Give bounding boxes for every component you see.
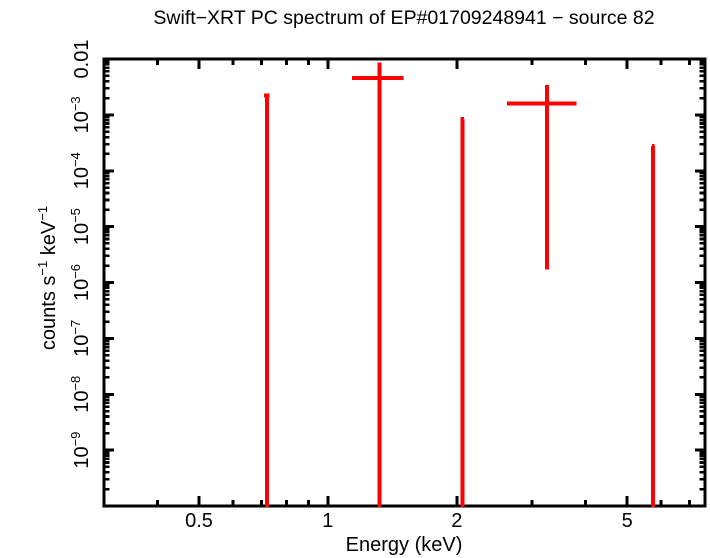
y-tick-label: 0.01	[71, 40, 93, 79]
chart-title: Swift−XRT PC spectrum of EP#01709248941 …	[153, 7, 654, 29]
x-tick-label: 2	[451, 510, 462, 532]
y-tick-label: 10−4	[68, 152, 93, 189]
y-tick-label: 10−3	[68, 96, 93, 133]
x-axis-label: Energy (keV)	[346, 534, 463, 556]
x-tick-label: 1	[322, 510, 333, 532]
plot-frame	[102, 57, 707, 508]
y-tick-label: 10−8	[68, 376, 93, 413]
plot-area: 0.5 1 2 5 0.01 10−3 10−4 10−5 10−6 10−7 10−8 10−9	[68, 40, 707, 532]
x-tick-label: 0.5	[185, 510, 213, 532]
y-tick-label: 10−9	[68, 432, 93, 469]
y-tick-label: 10−5	[68, 208, 93, 245]
y-tick-label: 10−6	[68, 264, 93, 301]
y-axis-label: counts s−1 keV−1	[35, 206, 60, 350]
x-tick-label: 5	[622, 510, 633, 532]
y-tick-label: 10−7	[68, 320, 93, 357]
